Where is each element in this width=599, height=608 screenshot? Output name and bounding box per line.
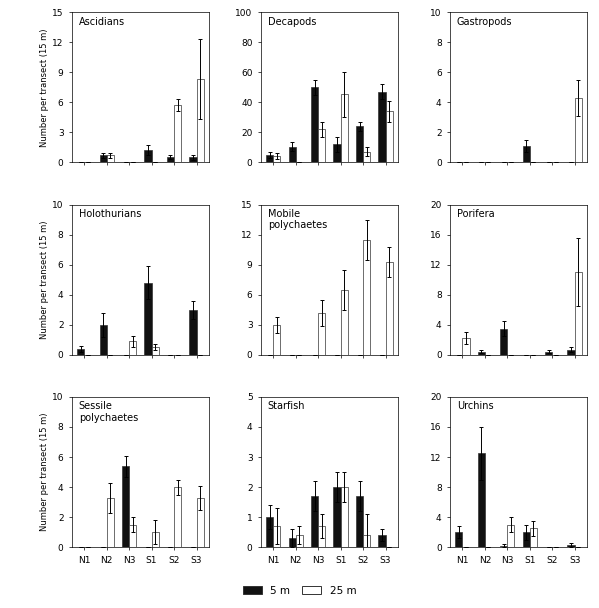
Bar — [311, 88, 318, 162]
Text: Decapods: Decapods — [268, 16, 316, 27]
Bar — [144, 150, 152, 162]
Text: Sessile
polychaetes: Sessile polychaetes — [78, 401, 138, 423]
Bar — [189, 309, 196, 355]
Bar — [341, 289, 348, 355]
Bar — [363, 535, 370, 547]
Bar — [334, 487, 341, 547]
Bar — [356, 496, 363, 547]
Bar — [296, 535, 303, 547]
Y-axis label: Number per transect (15 m): Number per transect (15 m) — [40, 28, 49, 147]
Bar — [500, 546, 507, 547]
Bar — [152, 532, 159, 547]
Bar — [99, 325, 107, 355]
Bar — [129, 341, 137, 355]
Bar — [196, 497, 204, 547]
Bar — [545, 352, 552, 355]
Text: Mobile
polychaetes: Mobile polychaetes — [268, 209, 327, 230]
Bar — [289, 147, 296, 162]
Bar — [318, 313, 325, 355]
Text: Holothurians: Holothurians — [78, 209, 141, 219]
Bar — [273, 526, 280, 547]
Bar — [522, 532, 530, 547]
Text: Starfish: Starfish — [268, 401, 305, 412]
Bar — [379, 535, 386, 547]
Bar — [107, 497, 114, 547]
Bar — [129, 525, 137, 547]
Bar — [386, 261, 393, 355]
Text: Gastropods: Gastropods — [457, 16, 512, 27]
Bar — [273, 325, 280, 355]
Text: Porifera: Porifera — [457, 209, 495, 219]
Bar — [386, 111, 393, 162]
Bar — [273, 156, 280, 162]
Y-axis label: Number per transect (15 m): Number per transect (15 m) — [40, 221, 49, 339]
Bar — [318, 526, 325, 547]
Bar — [379, 92, 386, 162]
Bar — [174, 105, 181, 162]
Text: Urchins: Urchins — [457, 401, 494, 412]
Bar — [341, 94, 348, 162]
Bar — [122, 466, 129, 547]
Bar — [107, 156, 114, 162]
Bar — [144, 283, 152, 355]
Bar — [266, 517, 273, 547]
Bar — [507, 525, 515, 547]
Bar — [174, 487, 181, 547]
Bar — [462, 338, 470, 355]
Bar — [363, 240, 370, 355]
Bar — [334, 145, 341, 162]
Bar — [500, 328, 507, 355]
Legend: 5 m, 25 m: 5 m, 25 m — [238, 581, 361, 599]
Bar — [356, 126, 363, 162]
Y-axis label: Number per transect (15 m): Number per transect (15 m) — [40, 413, 49, 531]
Bar — [574, 272, 582, 355]
Bar — [99, 156, 107, 162]
Bar — [477, 454, 485, 547]
Bar — [311, 496, 318, 547]
Bar — [477, 352, 485, 355]
Bar — [152, 347, 159, 355]
Bar — [530, 528, 537, 547]
Text: Ascidians: Ascidians — [78, 16, 125, 27]
Bar — [341, 487, 348, 547]
Bar — [266, 155, 273, 162]
Bar — [318, 130, 325, 162]
Bar — [289, 538, 296, 547]
Bar — [189, 157, 196, 162]
Bar — [167, 157, 174, 162]
Bar — [522, 146, 530, 162]
Bar — [455, 532, 462, 547]
Bar — [567, 350, 574, 355]
Bar — [196, 79, 204, 162]
Bar — [574, 98, 582, 162]
Bar — [363, 152, 370, 162]
Bar — [77, 349, 84, 355]
Bar — [567, 545, 574, 547]
